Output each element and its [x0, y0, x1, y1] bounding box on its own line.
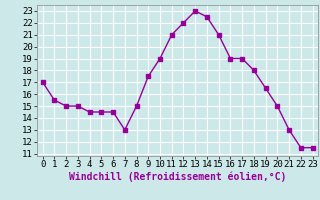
X-axis label: Windchill (Refroidissement éolien,°C): Windchill (Refroidissement éolien,°C) — [69, 172, 286, 182]
